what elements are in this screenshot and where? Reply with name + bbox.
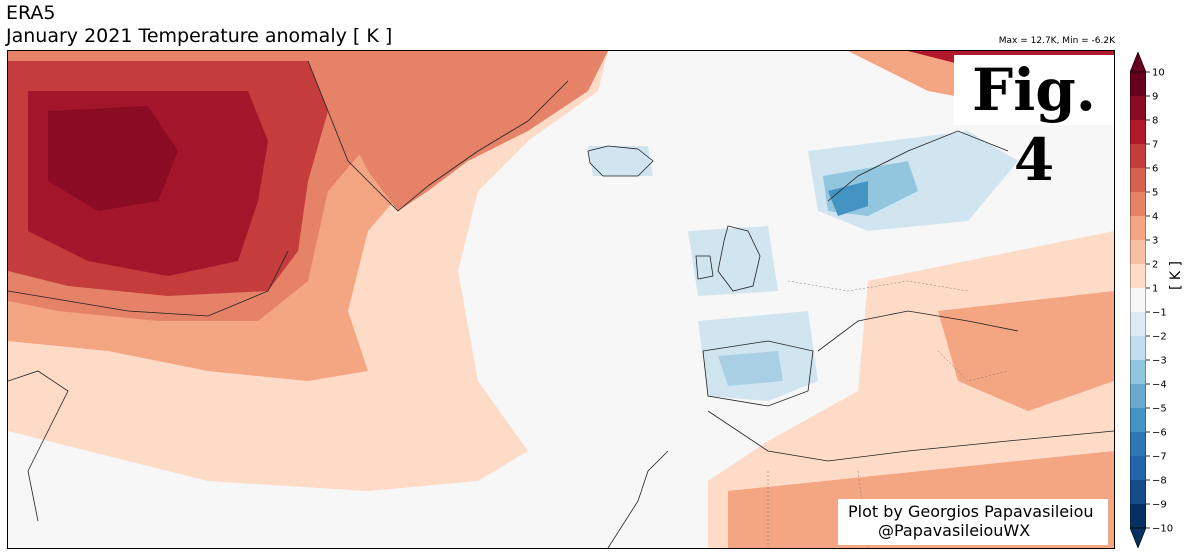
warm-region-peak <box>48 106 178 211</box>
title-block: ERA5 January 2021 Temperature anomaly [ … <box>6 2 392 48</box>
colorbar-tick-label: 5 <box>1152 188 1158 199</box>
figure-label: Fig. 4 <box>954 55 1114 194</box>
colorbar-segment <box>1130 144 1146 169</box>
colorbar-segment <box>1130 72 1146 97</box>
colorbar-tick-label: −3 <box>1152 356 1167 367</box>
colorbar-frame <box>1130 71 1146 529</box>
map-title: January 2021 Temperature anomaly [ K ] <box>6 25 393 47</box>
colorbar-tick-label: −2 <box>1152 332 1167 343</box>
europe-warm-light <box>938 291 1114 411</box>
colorbar-tick-label: −5 <box>1152 404 1167 415</box>
colorbar-segment <box>1130 360 1146 385</box>
coastlines <box>8 60 1114 548</box>
anomaly-map <box>8 51 1114 548</box>
map-frame: Fig. 4 Plot by Georgios Papavasileiou @P… <box>7 50 1115 549</box>
colorbar-tick-label: 4 <box>1152 212 1158 223</box>
colorbar-segment <box>1130 264 1146 289</box>
colorbar-tick-label: −9 <box>1152 500 1167 511</box>
colorbar-bottom-arrow <box>1130 527 1146 548</box>
colorbar-segment <box>1130 432 1146 457</box>
colorbar-segment <box>1130 480 1146 505</box>
colorbar-tick-label: −4 <box>1152 380 1167 391</box>
colorbar-segment <box>1130 192 1146 217</box>
greenland-warm <box>308 51 608 211</box>
colorbar <box>1130 52 1146 548</box>
colorbar-segment <box>1130 120 1146 145</box>
colorbar-top-arrow <box>1130 52 1146 73</box>
uk-cool <box>688 226 778 296</box>
colorbar-segment <box>1130 408 1146 433</box>
scandinavia-cool-strong <box>828 181 868 216</box>
colorbar-unit-label: [ K ] <box>1168 260 1184 290</box>
credit-author: Plot by Georgios Papavasileiou <box>848 502 1094 521</box>
colorbar-tick-label: 1 <box>1152 284 1158 295</box>
colorbar-segment <box>1130 96 1146 121</box>
colorbar-segment <box>1130 384 1146 409</box>
colorbar-tick-label: 2 <box>1152 260 1158 271</box>
colorbar-tick-label: −8 <box>1152 476 1167 487</box>
colorbar-tick-label: −1 <box>1152 308 1167 319</box>
dataset-title: ERA5 <box>6 2 56 24</box>
colorbar-tick-label: 9 <box>1152 92 1158 103</box>
colorbar-segment <box>1130 288 1146 313</box>
colorbar-tick-label: 8 <box>1152 116 1158 127</box>
credit-box: Plot by Georgios Papavasileiou @Papavasi… <box>838 499 1108 545</box>
colorbar-tick-label: 7 <box>1152 140 1158 151</box>
credit-handle: @PapavasileiouWX <box>878 521 1031 540</box>
colorbar-tick-label: 10 <box>1152 68 1165 79</box>
colorbar-segment <box>1130 216 1146 241</box>
iberia-cool-mid <box>718 351 783 386</box>
colorbar-tick-label: −10 <box>1152 524 1173 535</box>
colorbar-tick-label: −7 <box>1152 452 1167 463</box>
colorbar-segment <box>1130 336 1146 361</box>
colorbar-segment <box>1130 240 1146 265</box>
iceland-cool <box>588 146 653 176</box>
colorbar-segment <box>1130 168 1146 193</box>
colorbar-tick-label: 3 <box>1152 236 1158 247</box>
colorbar-tick-label: −6 <box>1152 428 1167 439</box>
colorbar-ticks: 10 9 8 7 6 5 4 3 2 1 −1 −2 −3 −4 −5 −6 −7 −8 −9 −10 <box>1146 68 1173 535</box>
max-min-label: Max = 12.7K, Min = -6.2K <box>998 36 1115 46</box>
colorbar-segment <box>1130 312 1146 337</box>
colorbar-tick-label: 6 <box>1152 164 1158 175</box>
colorbar-segment <box>1130 456 1146 481</box>
colorbar-segment <box>1130 504 1146 529</box>
